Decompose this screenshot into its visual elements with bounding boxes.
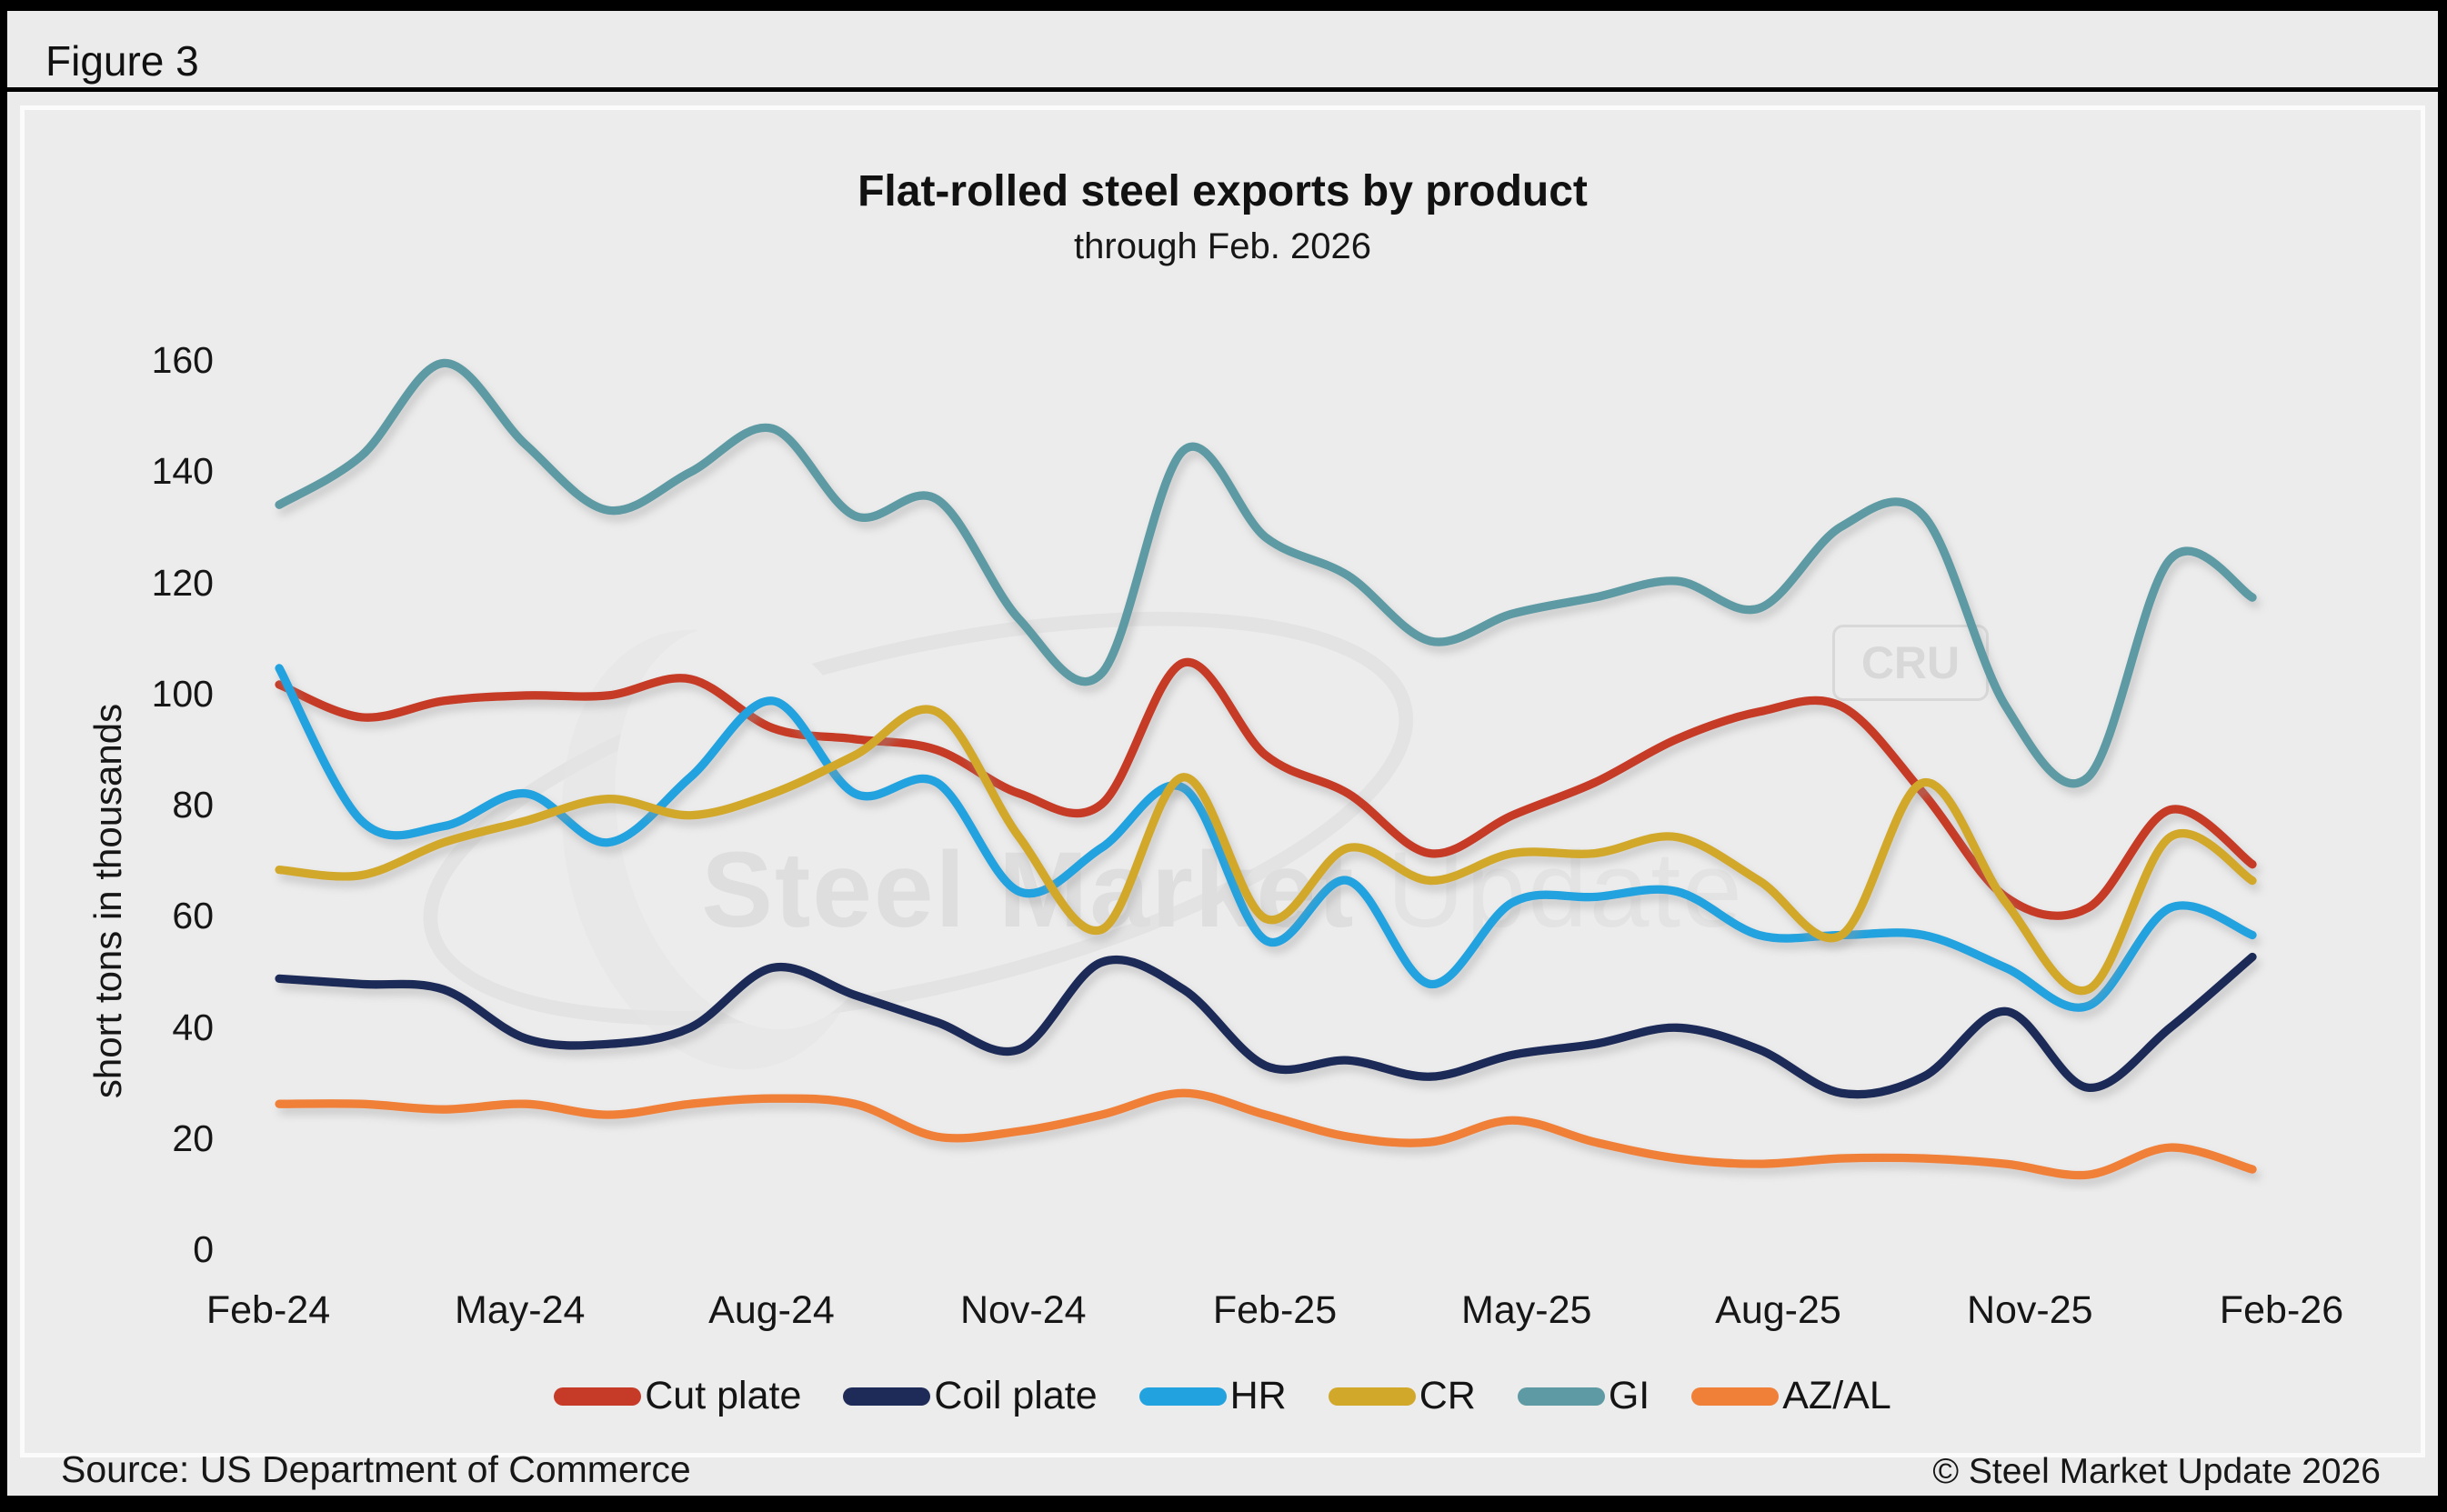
legend-item-cut-plate: Cut plate — [554, 1374, 801, 1418]
legend-item-cr: CR — [1328, 1374, 1476, 1418]
legend-swatch-hr — [1138, 1387, 1227, 1406]
x-tick-label-aug-24: Aug-24 — [708, 1288, 835, 1332]
series-line-cr — [275, 705, 2257, 996]
legend-swatch-coil-plate — [843, 1387, 931, 1406]
x-tick-label-nov-25: Nov-25 — [1966, 1288, 2093, 1332]
legend-item-gi: GI — [1517, 1374, 1650, 1418]
y-tick-label-80: 80 — [172, 784, 214, 826]
y-tick-label-140: 140 — [151, 450, 214, 493]
legend-label: CR — [1419, 1374, 1476, 1417]
legend-label: Coil plate — [934, 1374, 1098, 1417]
chart-panel: Steel Market Update CRU Flat-rolled stee… — [20, 105, 2425, 1491]
legend-label: Cut plate — [645, 1374, 802, 1417]
y-tick-label-60: 60 — [172, 895, 214, 937]
x-tick-label-nov-24: Nov-24 — [959, 1288, 1087, 1332]
legend-item-hr: HR — [1138, 1374, 1287, 1418]
x-tick-label-may-24: May-24 — [455, 1288, 586, 1332]
figure-area: Figure 3 Steel Market Update CRU Flat-ro… — [7, 11, 2438, 1496]
legend-item-coil-plate: Coil plate — [843, 1374, 1098, 1418]
x-tick-label-feb-24: Feb-24 — [206, 1288, 331, 1332]
y-tick-label-120: 120 — [151, 561, 214, 604]
line-chart — [275, 358, 2257, 1180]
copyright-note: © Steel Market Update 2026 — [1932, 1452, 2381, 1491]
legend-swatch-az-al — [1691, 1387, 1780, 1406]
series-line-coil-plate — [275, 952, 2257, 1099]
chart-legend: Cut plate Coil plate HR CR GI AZ/AL — [25, 1374, 2421, 1418]
chart-title: Flat-rolled steel exports by product — [857, 167, 1588, 215]
source-note: Source: US Department of Commerce — [61, 1448, 691, 1490]
series-line-cut-plate — [275, 657, 2257, 920]
header-divider — [7, 87, 2438, 92]
x-tick-label-feb-26: Feb-26 — [2219, 1288, 2344, 1332]
legend-item-az-al: AZ/AL — [1691, 1374, 1891, 1418]
y-tick-label-40: 40 — [172, 1006, 214, 1048]
figure-label: Figure 3 — [45, 37, 199, 85]
chart-subtitle: through Feb. 2026 — [1074, 226, 1371, 266]
x-tick-label-may-25: May-25 — [1461, 1288, 1592, 1332]
series-line-az-al — [275, 1088, 2257, 1180]
series-line-hr — [275, 664, 2257, 1012]
x-tick-label-feb-25: Feb-25 — [1212, 1288, 1338, 1332]
legend-swatch-cut-plate — [554, 1387, 642, 1406]
y-tick-label-0: 0 — [193, 1228, 214, 1270]
series-line-gi — [275, 358, 2257, 788]
x-tick-label-aug-25: Aug-25 — [1715, 1288, 1841, 1332]
y-tick-label-160: 160 — [151, 339, 214, 381]
legend-swatch-gi — [1517, 1387, 1605, 1406]
legend-label: HR — [1229, 1374, 1287, 1417]
y-tick-label-20: 20 — [172, 1116, 214, 1159]
watermark-swoosh — [423, 611, 1414, 1070]
legend-swatch-cr — [1328, 1387, 1416, 1406]
y-tick-label-100: 100 — [151, 672, 214, 715]
legend-label: GI — [1608, 1374, 1650, 1417]
legend-label: AZ/AL — [1782, 1374, 1891, 1417]
